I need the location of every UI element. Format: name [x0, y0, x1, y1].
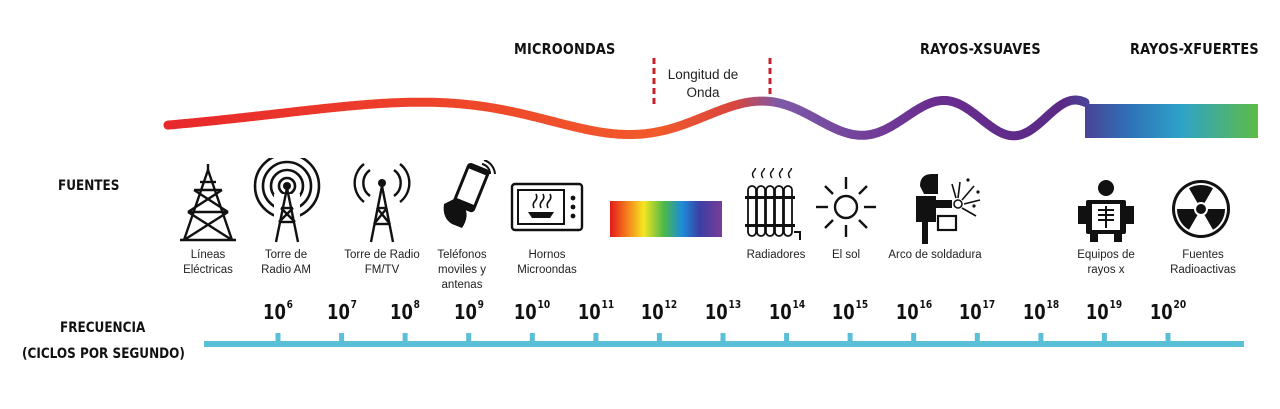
frequency-tick-label: 1011: [577, 298, 614, 324]
band-label-rayos-x-suaves: RAYOS-XSUAVES: [920, 40, 1041, 58]
frequency-tick-label: 1013: [704, 298, 742, 324]
frequency-tick: [402, 333, 408, 342]
frequency-tick-label: 106: [263, 298, 293, 324]
frequency-label: FRECUENCIA: [60, 320, 146, 336]
frequency-tick-label: 1015: [831, 298, 869, 324]
frequency-tick: [1038, 333, 1044, 342]
frequency-units-label: (CICLOS POR SEGUNDO): [22, 346, 185, 362]
fm-tv-tower-icon: [353, 163, 411, 243]
frequency-tick-label: 1012: [641, 298, 678, 324]
microwave-oven-icon: [510, 182, 584, 232]
source-label-el-sol: El sol: [831, 249, 861, 261]
sun-icon: [816, 177, 876, 237]
am-radio-tower-icon: [253, 158, 321, 244]
source-label-torre-radio-am: Torre de Radio AM: [261, 249, 311, 276]
wavelength-markers: [652, 58, 772, 104]
frequency-tick: [974, 333, 980, 342]
frequency-tick: [529, 333, 535, 342]
sources-label: FUENTES: [58, 178, 120, 194]
source-label-radiadores: Radiadores: [746, 249, 806, 261]
frequency-tick-label: 1020: [1149, 298, 1187, 324]
source-label-arco-soldadura: Arco de soldadura: [888, 249, 982, 261]
frequency-tick-label: 107: [326, 298, 357, 324]
frequency-tick-label: 1014: [768, 298, 805, 324]
frequency-tick: [1101, 333, 1107, 342]
source-label-telefonos: Teléfonos moviles y antenas: [437, 249, 487, 291]
frequency-tick: [275, 333, 281, 342]
source-label-hornos-microondas: Hornos Microondas: [517, 249, 577, 276]
frequency-tick-label: 1016: [895, 298, 932, 324]
visible-spectrum-bar: [610, 201, 722, 237]
radioactive-icon: [1172, 180, 1230, 238]
source-label-fuentes-radioactivas: Fuentes Radioactivas: [1170, 249, 1236, 276]
frequency-tick-label: 1017: [959, 298, 996, 324]
frequency-tick: [911, 333, 917, 342]
power-tower-icon: [180, 164, 236, 242]
frequency-tick: [784, 333, 790, 342]
frequency-tick-label: 1019: [1086, 298, 1123, 324]
frequency-tick: [466, 333, 472, 342]
frequency-tick: [720, 333, 726, 342]
wavelength-label: Longitud de Onda: [667, 67, 739, 100]
welder-icon: [916, 174, 981, 244]
xray-machine-icon: [1078, 180, 1134, 242]
electromagnetic-wave: [163, 95, 1258, 141]
frequency-tick: [339, 333, 345, 342]
frequency-tick-label: 1010: [514, 298, 551, 324]
wave-curve: [163, 95, 1090, 141]
frequency-tick: [847, 333, 853, 342]
frequency-tick-label: 109: [453, 298, 484, 324]
frequency-tick: [593, 333, 599, 342]
source-label-torre-radio-fm-tv: Torre de Radio FM/TV: [344, 249, 420, 276]
source-label-equipos-rayos-x: Equipos de rayos x: [1077, 249, 1135, 276]
mobile-phone-icon: [443, 160, 496, 228]
band-label-rayos-x-fuertes: RAYOS-XFUERTES: [1130, 40, 1259, 58]
frequency-tick: [656, 333, 662, 342]
band-label-microondas: MICROONDAS: [514, 40, 616, 58]
source-label-lineas-electricas: Líneas Eléctricas: [183, 249, 233, 276]
wave-tail-band: [1085, 104, 1258, 138]
frequency-tick: [1165, 333, 1171, 342]
frequency-tick-label: 1018: [1022, 298, 1059, 324]
frequency-tick-label: 108: [390, 298, 421, 324]
radiator-icon: [745, 168, 801, 240]
